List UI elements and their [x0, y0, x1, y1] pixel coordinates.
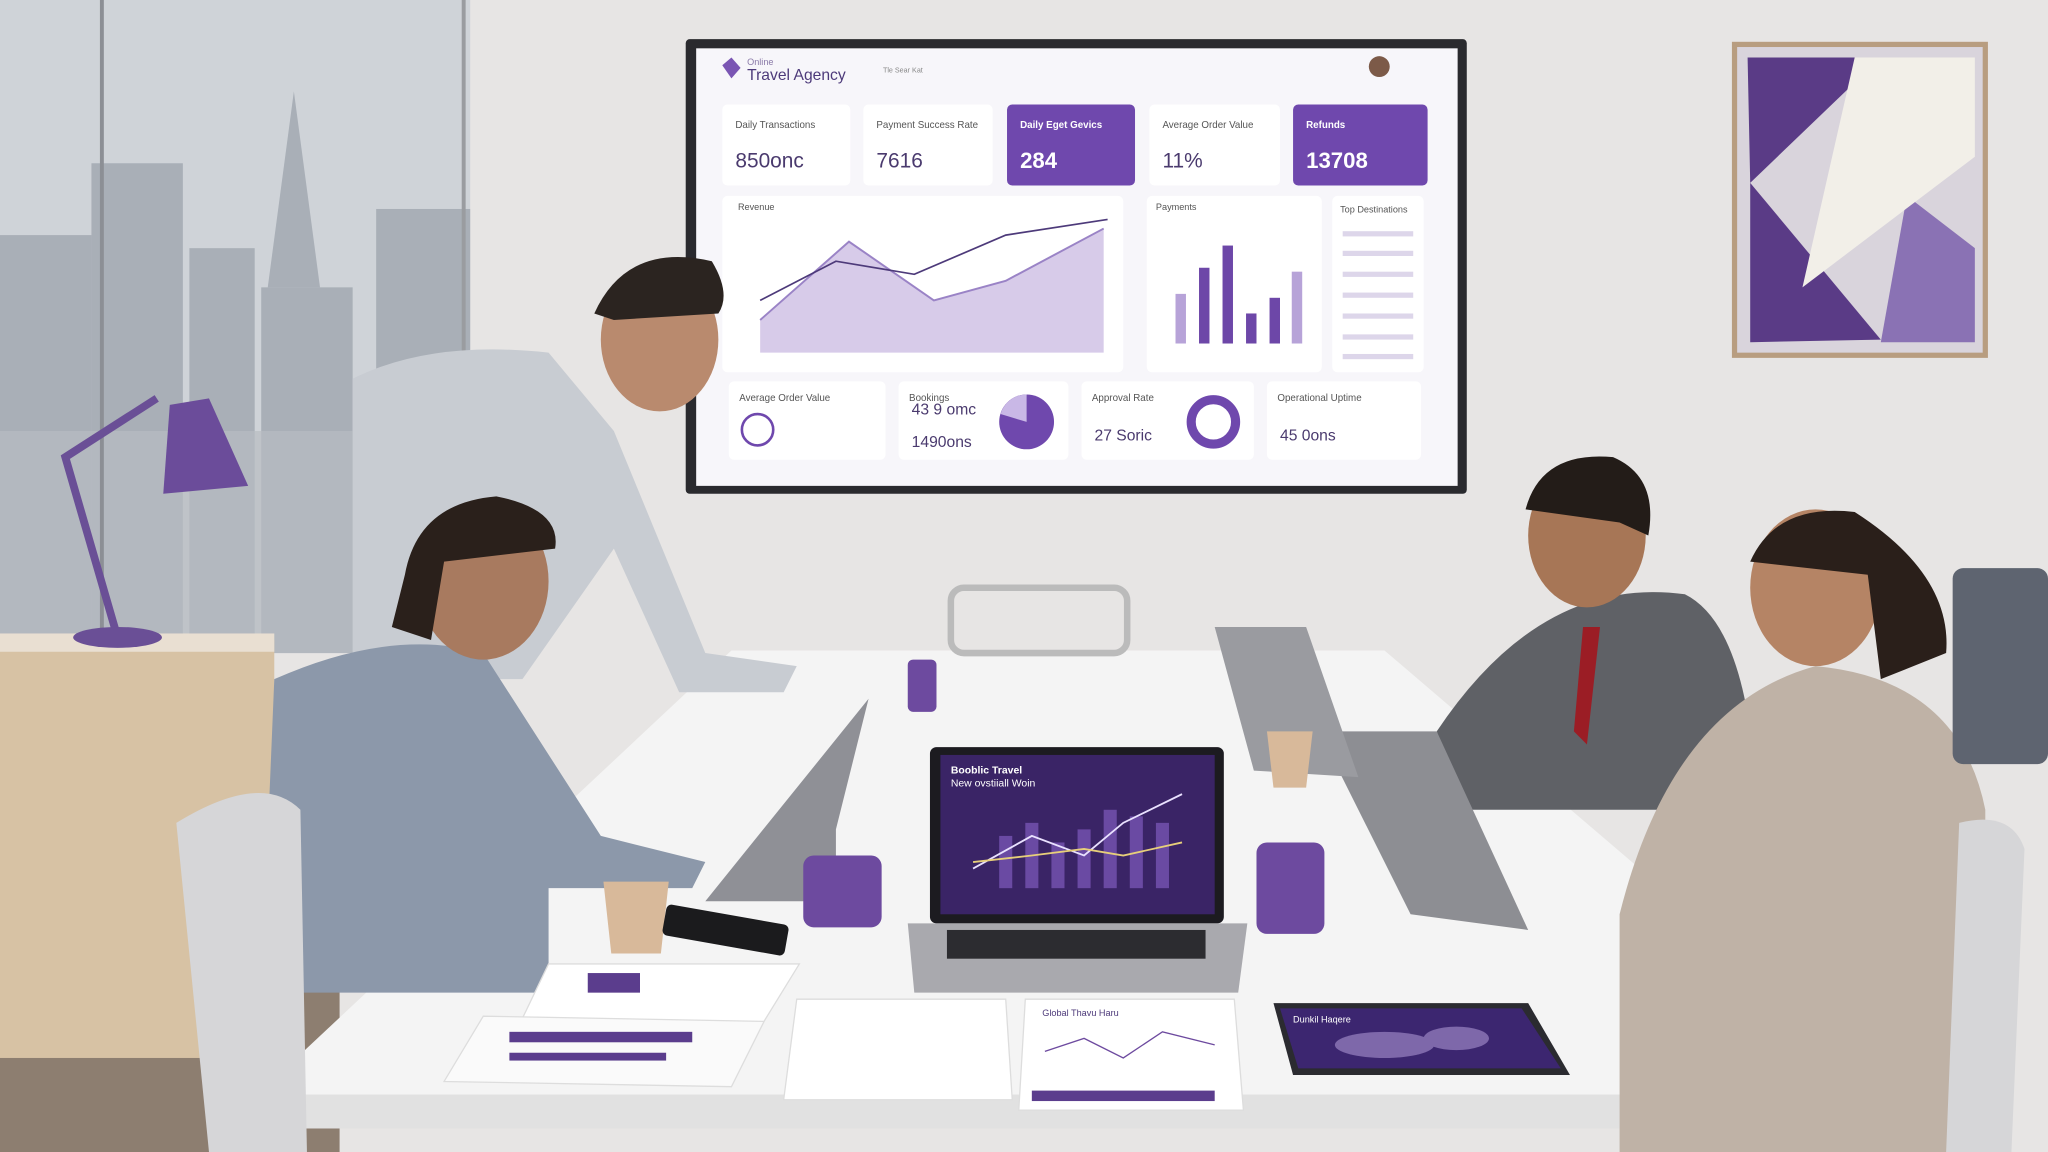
summary-card	[1266, 381, 1422, 460]
brand: Travel Agency	[747, 67, 846, 84]
laptop-center: Booblic Travel New ovstiiall Woin	[907, 747, 1248, 993]
panel-title: Payments	[1156, 202, 1197, 212]
summary-label: Average Order Value	[739, 393, 830, 404]
chair	[1946, 819, 2025, 1152]
paper-title: Global Thavu Haru	[1042, 1008, 1118, 1018]
brand-top: Online	[747, 57, 773, 67]
laptop-right-back	[1214, 626, 1359, 778]
kpi-value: 11%	[1162, 149, 1202, 172]
kpi-label: Payment Success Rate	[876, 120, 978, 131]
paper	[782, 998, 1013, 1101]
chair	[176, 793, 307, 1152]
search: Tle Sear Kat	[883, 66, 923, 74]
paper	[1018, 998, 1245, 1111]
paper-line	[1044, 1031, 1215, 1059]
tablet-title: Dunkil Haqere	[1293, 1015, 1351, 1025]
kpi-value: 7616	[876, 149, 922, 172]
lamp-base	[73, 626, 162, 648]
kpi-card	[1007, 104, 1136, 186]
map	[1334, 1031, 1435, 1058]
person-right-2	[1619, 509, 1986, 1152]
panel-title: Top Destinations	[1340, 205, 1408, 215]
summary-value: 1490ons	[912, 434, 972, 451]
kpi-card	[863, 104, 993, 186]
donut	[1186, 395, 1241, 449]
cup	[1266, 731, 1313, 788]
line	[759, 218, 1108, 302]
person-right-1	[1436, 456, 1757, 810]
laptop-subtitle: New ovstiiall Woin	[951, 778, 1036, 789]
summary-value: 27 Soric	[1095, 427, 1153, 444]
paper-band	[1031, 1090, 1215, 1102]
mug	[907, 659, 937, 712]
laptop-right	[1319, 731, 1529, 930]
list	[1342, 231, 1414, 360]
sofa	[1952, 568, 2048, 765]
kpi-label: Daily Transactions	[735, 120, 815, 131]
mug	[803, 855, 882, 928]
ring	[740, 412, 775, 447]
phone	[662, 904, 789, 956]
avatar	[1368, 56, 1390, 78]
kpi-value: 13708	[1306, 148, 1368, 173]
area	[760, 228, 1104, 353]
kpi-label: Daily Eget Gevics	[1020, 120, 1103, 131]
summary-label: Approval Rate	[1092, 393, 1154, 404]
paper	[442, 1015, 766, 1088]
lamp-shade	[163, 398, 249, 494]
mug	[1256, 842, 1325, 934]
summary-label: Operational Uptime	[1277, 393, 1361, 404]
kpi-card	[1293, 104, 1428, 186]
paper-bars	[509, 973, 693, 1061]
lamp	[60, 395, 159, 639]
bars	[1175, 245, 1303, 344]
summary-value: 43 9 omc	[912, 401, 977, 418]
kpi-label: Refunds	[1306, 120, 1346, 131]
laptop-left	[659, 698, 869, 902]
summary-label: Bookings	[909, 393, 949, 404]
art-shape	[1880, 195, 1975, 343]
area-line	[759, 227, 1105, 321]
panel-title: Revenue	[738, 202, 775, 212]
laptop-line	[972, 793, 1183, 870]
kpi-value: 850onc	[735, 149, 804, 172]
kpi-label: Average Order Value	[1162, 120, 1253, 131]
kpi-value: 284	[1020, 148, 1058, 173]
laptop-title: Booblic Travel	[951, 765, 1022, 776]
cup	[603, 881, 669, 954]
person-left	[261, 496, 706, 993]
kpi-card	[722, 104, 851, 186]
art-shape	[1747, 57, 1881, 183]
pie-slice	[1000, 394, 1027, 422]
summary-value: 45 0ons	[1280, 427, 1336, 444]
art-shape	[1802, 57, 1975, 288]
kpi-row: Daily Transactions 850onc Payment Success …	[722, 104, 1428, 186]
laptop-line	[972, 841, 1183, 863]
map	[1423, 1026, 1489, 1051]
chair	[947, 584, 1131, 657]
kpi-card	[1149, 104, 1280, 186]
panel	[1332, 195, 1424, 373]
